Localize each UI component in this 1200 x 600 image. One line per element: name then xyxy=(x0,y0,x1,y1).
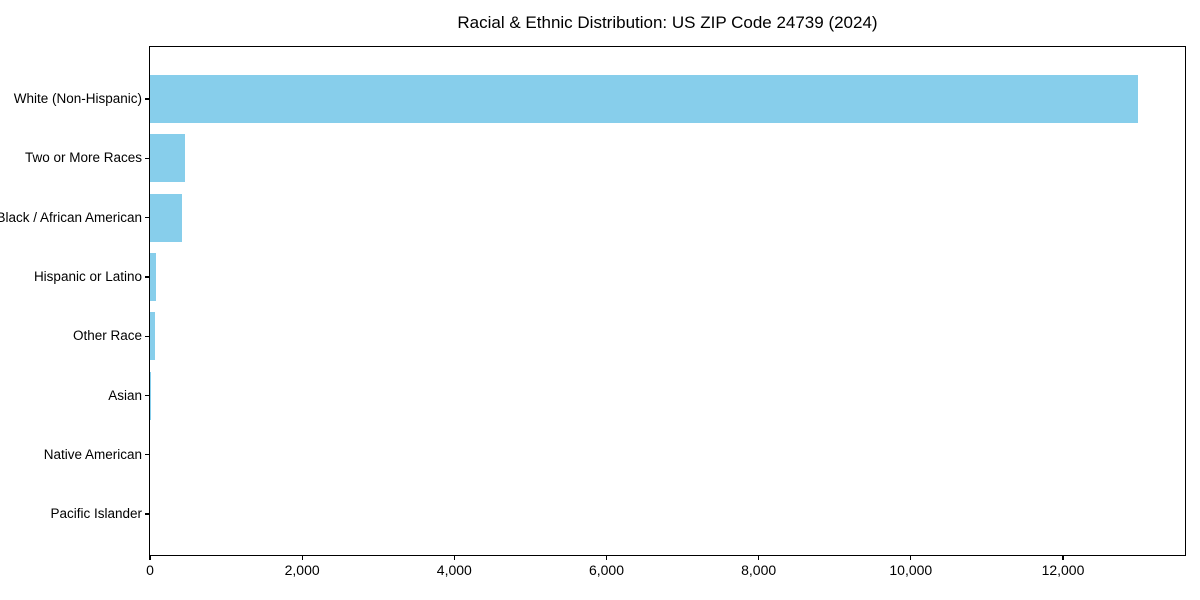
bar-hispanic-or-latino xyxy=(150,252,157,301)
bar-asian xyxy=(150,371,151,420)
y-tick-label: Other Race xyxy=(72,328,142,344)
y-axis-tick xyxy=(145,454,150,456)
x-axis-tick xyxy=(758,555,760,560)
chart-title: Racial & Ethnic Distribution: US ZIP Cod… xyxy=(457,13,878,32)
bar-two-or-more-races xyxy=(150,134,185,183)
bar-other-race xyxy=(150,312,155,361)
x-tick-label: 12,000 xyxy=(1041,562,1085,578)
x-axis-tick xyxy=(910,555,912,560)
y-axis-tick xyxy=(145,216,150,219)
y-tick-label: Pacific Islander xyxy=(50,506,142,522)
x-tick-label: 2,000 xyxy=(284,562,320,578)
x-axis-tick xyxy=(605,555,608,560)
y-tick-label: Two or More Races xyxy=(24,150,142,166)
x-axis-tick xyxy=(453,555,455,560)
x-axis-tick xyxy=(301,555,303,560)
x-tick-label: 0 xyxy=(146,562,154,578)
y-axis-tick xyxy=(145,157,150,159)
x-tick-label: 6,000 xyxy=(588,562,624,578)
x-tick-label: 4,000 xyxy=(436,562,472,578)
plot-area: White (Non-Hispanic) Two or More Races Bla… xyxy=(0,46,1186,578)
bar-white-non-hispanic xyxy=(150,75,1139,123)
y-axis-tick xyxy=(145,98,150,100)
y-tick-label: Native American xyxy=(43,446,142,462)
x-axis-tick xyxy=(149,555,151,560)
bar-black-african-american xyxy=(150,193,182,242)
x-tick-label: 10,000 xyxy=(889,562,933,578)
y-axis-tick xyxy=(145,513,150,515)
x-tick-label: 8,000 xyxy=(741,562,777,578)
y-axis-tick xyxy=(145,276,150,278)
y-tick-label: Black / African American xyxy=(0,209,142,225)
y-axis-tick xyxy=(145,394,150,397)
y-tick-label: White (Non-Hispanic) xyxy=(13,91,142,106)
y-tick-label: Hispanic or Latino xyxy=(33,268,142,284)
y-axis-tick xyxy=(145,335,150,337)
y-tick-label: Asian xyxy=(108,387,142,403)
x-axis-tick xyxy=(1062,555,1064,560)
